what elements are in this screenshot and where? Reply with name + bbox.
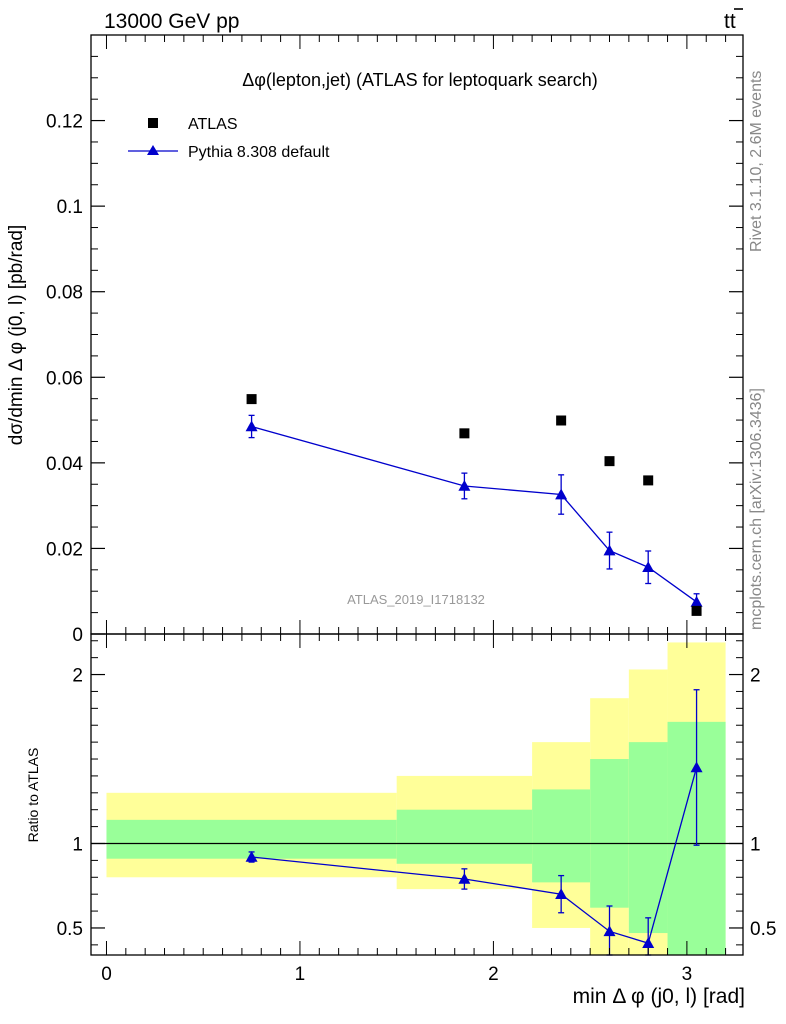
- legend-atlas-marker: [148, 118, 158, 128]
- ratio-point-5: [690, 761, 703, 773]
- pythia-point-0: [245, 420, 258, 432]
- pythia-point-4: [642, 561, 655, 573]
- rivet-info: Rivet 3.1.10, 2.6M events: [748, 71, 765, 252]
- ratio-ytick-label-right-0: 0.5: [750, 919, 776, 940]
- ratio-point-4: [642, 937, 655, 948]
- legend-pythia-label: Pythia 8.308 default: [188, 144, 330, 161]
- ratio-ytick-label-left-1: 1: [72, 834, 83, 855]
- mcplots-info: mcplots.cern.ch [arXiv:1306.3436]: [748, 388, 765, 630]
- svg-text:tt: tt: [724, 10, 736, 33]
- final-state-label: tt: [724, 8, 743, 33]
- main-ytick-label-6: 0.12: [46, 112, 83, 133]
- ratio-ytick-label-right-1: 1: [750, 834, 761, 855]
- atlas-point-0: [246, 394, 257, 405]
- ratio-pythia-line: [251, 767, 698, 944]
- ratio-point-2: [555, 888, 568, 899]
- legend-pythia-marker: [147, 145, 159, 155]
- main-plot-panel: Δφ(lepton,jet) (ATLAS for leptoquark sea…: [6, 34, 744, 646]
- main-ytick-label-1: 0.02: [46, 539, 83, 560]
- pythia-line: [251, 425, 697, 603]
- ratio-band-green-2: [532, 789, 591, 883]
- atlas-point-4: [643, 475, 654, 486]
- ratio-band-green-3: [590, 759, 629, 908]
- pythia-point-3: [603, 544, 616, 556]
- ratio-ytick-label-left-0: 0.5: [57, 919, 83, 940]
- watermark: ATLAS_2019_I1718132: [347, 592, 485, 607]
- pythia-point-5: [690, 595, 703, 607]
- legend-atlas-label: ATLAS: [188, 116, 238, 133]
- main-ytick-label-2: 0.04: [46, 454, 83, 475]
- x-axis-label: min Δ φ (j0, l) [rad]: [573, 985, 745, 1008]
- process-label: 13000 GeV pp: [104, 10, 239, 33]
- ratio-y-axis-label: Ratio to ATLAS: [25, 748, 41, 843]
- ratio-point-0: [245, 851, 258, 862]
- ratio-band-green-1: [396, 809, 533, 864]
- pythia-point-1: [458, 479, 471, 491]
- ratio-ytick-label-right-2: 2: [750, 666, 761, 687]
- main-title: Δφ(lepton,jet) (ATLAS for leptoquark sea…: [242, 70, 598, 90]
- x-tick-label-2: 2: [488, 964, 499, 985]
- x-tick-label-3: 3: [682, 964, 693, 985]
- ratio-band-green-4: [628, 742, 668, 934]
- main-ytick-label-4: 0.08: [46, 283, 83, 304]
- ratio-frame: [90, 633, 744, 956]
- ratio-point-3: [603, 925, 616, 937]
- ratio-ytick-label-left-2: 2: [72, 666, 83, 687]
- atlas-point-5: [691, 605, 702, 616]
- atlas-point-1: [459, 428, 470, 439]
- ratio-point-1: [458, 872, 471, 884]
- legend: ATLAS Pythia 8.308 default: [128, 116, 330, 161]
- main-ytick-label-5: 0.1: [57, 197, 83, 218]
- main-ytick-label-3: 0.06: [46, 368, 83, 389]
- x-tick-label-0: 0: [101, 964, 112, 985]
- atlas-point-3: [604, 456, 615, 467]
- ratio-plot-panel: 0.5 0.5 1 1 2 2 0 1 2 3 Ratio to ATLAS min Δ φ (j…: [25, 633, 776, 1008]
- x-tick-label-1: 1: [295, 964, 306, 985]
- atlas-point-2: [556, 415, 567, 426]
- pythia-point-2: [555, 488, 568, 500]
- main-ytick-label-0: 0: [72, 625, 83, 646]
- main-y-axis-label: dσ/dmin Δ φ (j0, l) [pb/rad]: [6, 225, 27, 446]
